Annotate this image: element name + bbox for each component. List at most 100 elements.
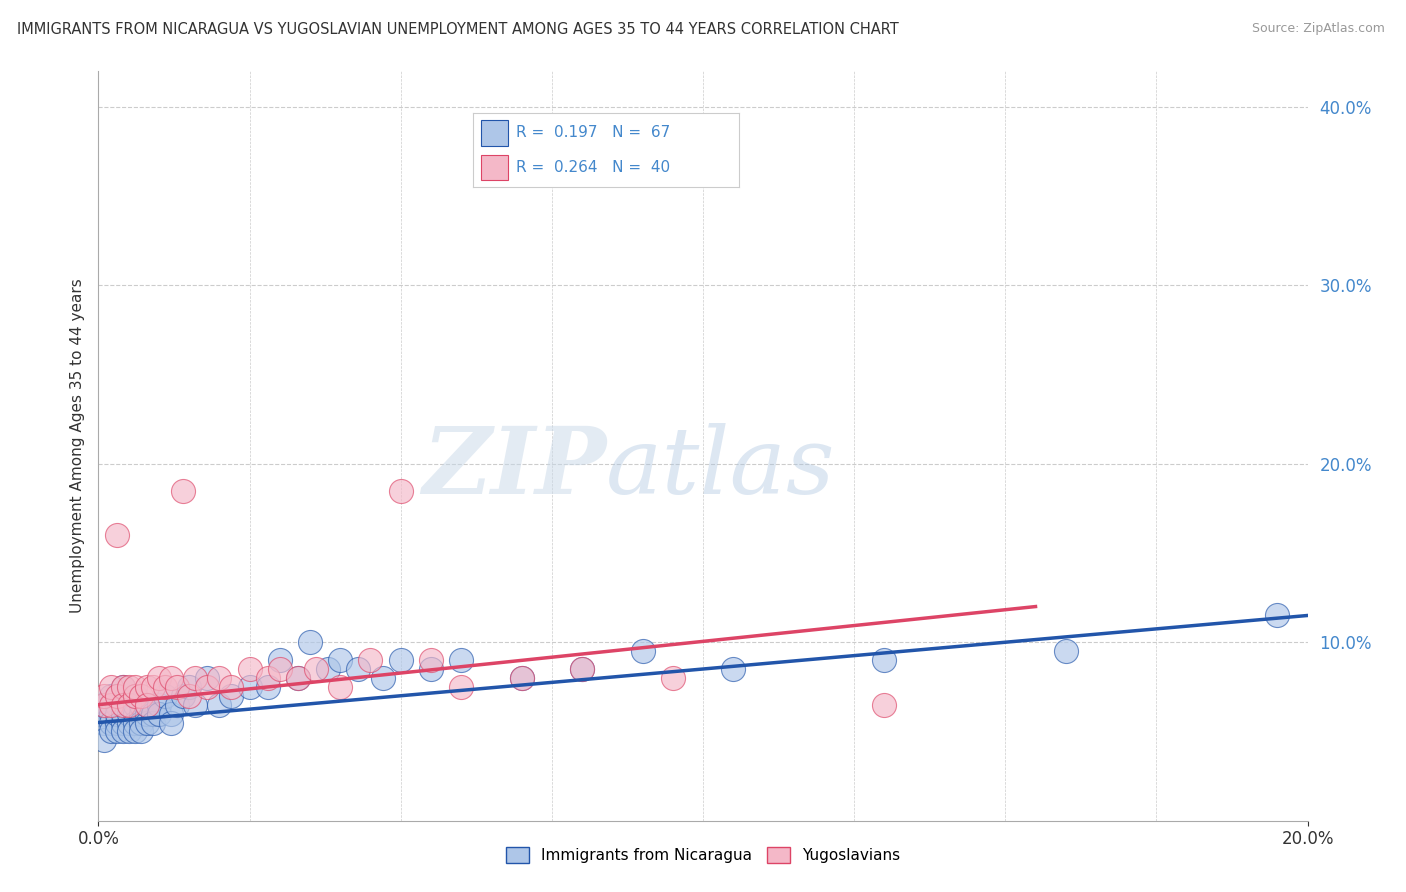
Point xyxy=(239,662,262,676)
Point xyxy=(360,653,382,667)
Point xyxy=(221,680,243,694)
Point xyxy=(124,680,146,694)
Point xyxy=(105,715,128,730)
Point xyxy=(111,706,134,721)
Point xyxy=(287,671,309,685)
Point xyxy=(118,680,141,694)
Point xyxy=(160,715,183,730)
Point xyxy=(93,698,115,712)
Point xyxy=(118,715,141,730)
Point xyxy=(256,671,278,685)
Point xyxy=(172,483,194,498)
Point xyxy=(111,698,134,712)
Point xyxy=(124,724,146,739)
Point xyxy=(148,698,170,712)
Text: atlas: atlas xyxy=(606,424,835,514)
Point xyxy=(195,680,218,694)
Point xyxy=(135,706,157,721)
Point xyxy=(124,689,146,703)
Point xyxy=(371,671,394,685)
Point xyxy=(510,671,533,685)
Point xyxy=(105,689,128,703)
Point xyxy=(142,715,165,730)
Point xyxy=(100,715,122,730)
Point xyxy=(661,671,683,685)
Point xyxy=(166,680,188,694)
Point xyxy=(160,706,183,721)
Point xyxy=(450,653,472,667)
Point xyxy=(135,698,157,712)
Point xyxy=(93,733,115,747)
Point xyxy=(118,698,141,712)
Point xyxy=(172,689,194,703)
Point xyxy=(124,689,146,703)
Point xyxy=(195,671,218,685)
Point xyxy=(111,680,134,694)
Point xyxy=(100,706,122,721)
Text: IMMIGRANTS FROM NICARAGUA VS YUGOSLAVIAN UNEMPLOYMENT AMONG AGES 35 TO 44 YEARS : IMMIGRANTS FROM NICARAGUA VS YUGOSLAVIAN… xyxy=(17,22,898,37)
Point xyxy=(105,689,128,703)
Point xyxy=(184,671,207,685)
Point xyxy=(105,698,128,712)
Point xyxy=(135,715,157,730)
Point xyxy=(179,680,201,694)
Text: ZIP: ZIP xyxy=(422,424,606,514)
Point xyxy=(873,698,896,712)
Point xyxy=(129,724,152,739)
Point xyxy=(142,680,165,694)
Point xyxy=(389,653,412,667)
Point xyxy=(184,698,207,712)
Point xyxy=(111,680,134,694)
Point xyxy=(105,528,128,542)
Text: Source: ZipAtlas.com: Source: ZipAtlas.com xyxy=(1251,22,1385,36)
Point xyxy=(571,662,593,676)
Point xyxy=(166,698,188,712)
Point xyxy=(571,662,593,676)
Point xyxy=(100,680,122,694)
Point xyxy=(420,662,443,676)
Point xyxy=(129,698,152,712)
Point xyxy=(129,715,152,730)
Point xyxy=(111,724,134,739)
Point xyxy=(111,715,134,730)
Point xyxy=(100,724,122,739)
Point xyxy=(316,662,339,676)
Point xyxy=(105,706,128,721)
Point xyxy=(135,680,157,694)
Point xyxy=(208,698,231,712)
Point xyxy=(90,706,112,721)
Point xyxy=(118,724,141,739)
Legend: Immigrants from Nicaragua, Yugoslavians: Immigrants from Nicaragua, Yugoslavians xyxy=(499,841,907,869)
Point xyxy=(124,715,146,730)
Point xyxy=(299,635,322,649)
Point xyxy=(124,706,146,721)
Point xyxy=(100,698,122,712)
Point xyxy=(510,671,533,685)
Point xyxy=(347,662,370,676)
Point xyxy=(631,644,654,658)
Point xyxy=(93,689,115,703)
Point xyxy=(93,715,115,730)
Point xyxy=(256,680,278,694)
Point xyxy=(221,689,243,703)
Point xyxy=(129,689,152,703)
Point xyxy=(239,680,262,694)
Point xyxy=(124,698,146,712)
Point xyxy=(153,680,176,694)
Y-axis label: Unemployment Among Ages 35 to 44 years: Unemployment Among Ages 35 to 44 years xyxy=(69,278,84,614)
Point xyxy=(208,671,231,685)
Point xyxy=(135,698,157,712)
Point xyxy=(160,671,183,685)
Point xyxy=(129,706,152,721)
Point xyxy=(93,698,115,712)
Point xyxy=(148,671,170,685)
Point xyxy=(389,483,412,498)
Point xyxy=(111,698,134,712)
Point xyxy=(100,689,122,703)
Point xyxy=(287,671,309,685)
Point xyxy=(329,680,352,694)
Point xyxy=(118,706,141,721)
Point xyxy=(118,698,141,712)
Point xyxy=(269,653,291,667)
Point xyxy=(1054,644,1077,658)
